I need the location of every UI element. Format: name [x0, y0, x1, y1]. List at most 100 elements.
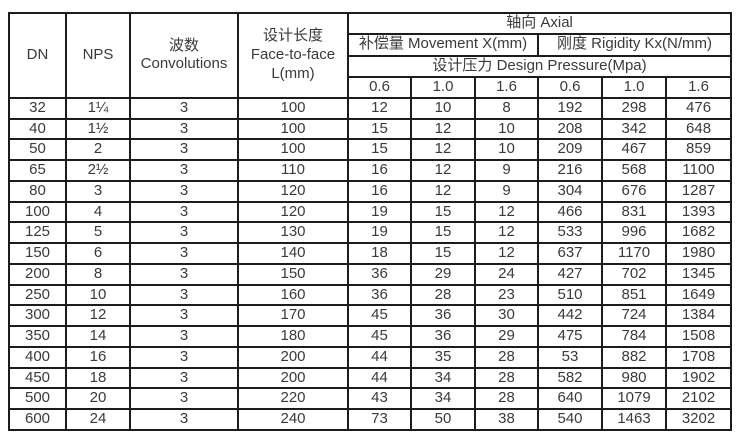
cell: 15 [410, 200, 476, 224]
cell: 3 [65, 179, 131, 203]
cell: 980 [601, 366, 667, 390]
cell: 100 [8, 200, 67, 224]
cell: 53 [537, 345, 603, 369]
cell: 1384 [664, 304, 733, 327]
header-nps: NPS [65, 12, 131, 99]
cell: 140 [237, 242, 349, 265]
cell: 8 [65, 262, 131, 286]
cell: 831 [601, 200, 667, 224]
cell: 12 [474, 242, 539, 265]
table-row: 32 1¼ 3 100 12 10 8 192 298 476 [8, 96, 733, 120]
cell: 342 [601, 117, 667, 141]
table-body: 32 1¼ 3 100 12 10 8 192 298 476 40 1½ 3 100 15 12 10 208 3… [8, 96, 733, 431]
cell: 9 [474, 159, 539, 182]
cell: 24 [65, 408, 131, 431]
cell: 2½ [65, 159, 131, 182]
cell: 110 [237, 159, 349, 182]
cell: 1079 [601, 387, 667, 410]
cell: 3 [129, 325, 239, 348]
cell: 1682 [664, 221, 733, 244]
cell: 1½ [65, 117, 131, 141]
cell: 475 [537, 325, 603, 348]
cell: 882 [601, 345, 667, 369]
table-row: 50 2 3 100 15 12 10 209 467 859 [8, 138, 733, 161]
header-axial: 轴向 Axial [346, 12, 733, 35]
cell: 220 [237, 387, 349, 410]
cell: 3 [129, 200, 239, 224]
cell: 851 [601, 283, 667, 307]
table-row: 150 6 3 140 18 15 12 637 1170 1980 [8, 242, 733, 265]
header-pressure-1.6-rigidity: 1.6 [664, 75, 733, 99]
table-row: 80 3 3 120 16 12 9 304 676 1287 [8, 179, 733, 203]
cell: 16 [65, 345, 131, 369]
cell: 28 [474, 366, 539, 390]
cell: 724 [601, 304, 667, 327]
header-length-en: Face-to-face [250, 46, 336, 63]
table-header: DN NPS 波数 Convolutions 设计长度 Face-to-face… [8, 12, 733, 99]
cell: 19 [347, 221, 412, 244]
cell: 3 [129, 283, 239, 307]
cell: 36 [347, 283, 412, 307]
cell: 1287 [664, 179, 733, 203]
cell: 36 [347, 262, 412, 286]
cell: 100 [237, 117, 349, 141]
cell: 676 [601, 179, 667, 203]
cell: 45 [347, 304, 412, 327]
cell: 200 [237, 345, 349, 369]
cell: 500 [8, 387, 67, 410]
cell: 300 [8, 304, 67, 327]
cell: 1708 [664, 345, 733, 369]
cell: 12 [410, 179, 476, 203]
cell: 476 [664, 96, 733, 120]
header-convolutions-cn: 波数 [168, 36, 199, 54]
cell: 600 [8, 408, 67, 431]
header-face-to-face: 设计长度 Face-to-face L(mm) [237, 12, 349, 99]
header-movement: 补偿量 Movement X(mm) [347, 32, 539, 57]
cell: 350 [8, 325, 67, 348]
cell: 6 [65, 242, 131, 265]
cell: 150 [8, 242, 67, 265]
cell: 10 [474, 117, 539, 141]
cell: 3 [129, 345, 239, 369]
header-pressure-0.6-rigidity: 0.6 [537, 75, 603, 99]
cell: 34 [410, 366, 476, 390]
cell: 15 [410, 221, 476, 244]
cell: 65 [8, 159, 67, 182]
table-row: 500 20 3 220 43 34 28 640 1079 2102 [8, 387, 733, 410]
cell: 450 [8, 366, 67, 390]
cell: 1100 [664, 159, 733, 182]
header-convolutions-en: Convolutions [140, 55, 228, 73]
cell: 15 [410, 242, 476, 265]
cell: 34 [410, 387, 476, 410]
cell: 3 [129, 117, 239, 141]
cell: 36 [410, 304, 476, 327]
cell: 250 [8, 283, 67, 307]
cell: 30 [474, 304, 539, 327]
cell: 29 [410, 262, 476, 286]
header-pressure-1.0-rigidity: 1.0 [601, 75, 667, 99]
cell: 3 [129, 138, 239, 161]
cell: 3 [129, 304, 239, 327]
cell: 150 [237, 262, 349, 286]
cell: 36 [410, 325, 476, 348]
cell: 3 [129, 179, 239, 203]
cell: 3202 [664, 408, 733, 431]
cell: 1649 [664, 283, 733, 307]
header-pressure-0.6-movement: 0.6 [347, 75, 412, 99]
header-design-pressure: 设计压力 Design Pressure(Mpa) [346, 54, 733, 78]
cell: 4 [65, 200, 131, 224]
cell: 12 [410, 138, 476, 161]
cell: 14 [65, 325, 131, 348]
cell: 3 [129, 387, 239, 410]
cell: 5 [65, 221, 131, 244]
cell: 3 [129, 221, 239, 244]
cell: 120 [237, 179, 349, 203]
cell: 23 [474, 283, 539, 307]
table-row: 450 18 3 200 44 34 28 582 980 1902 [8, 366, 733, 390]
cell: 8 [474, 96, 539, 120]
cell: 40 [8, 117, 67, 141]
cell: 648 [664, 117, 733, 141]
cell: 3 [129, 96, 239, 120]
cell: 15 [347, 117, 412, 141]
cell: 859 [664, 138, 733, 161]
